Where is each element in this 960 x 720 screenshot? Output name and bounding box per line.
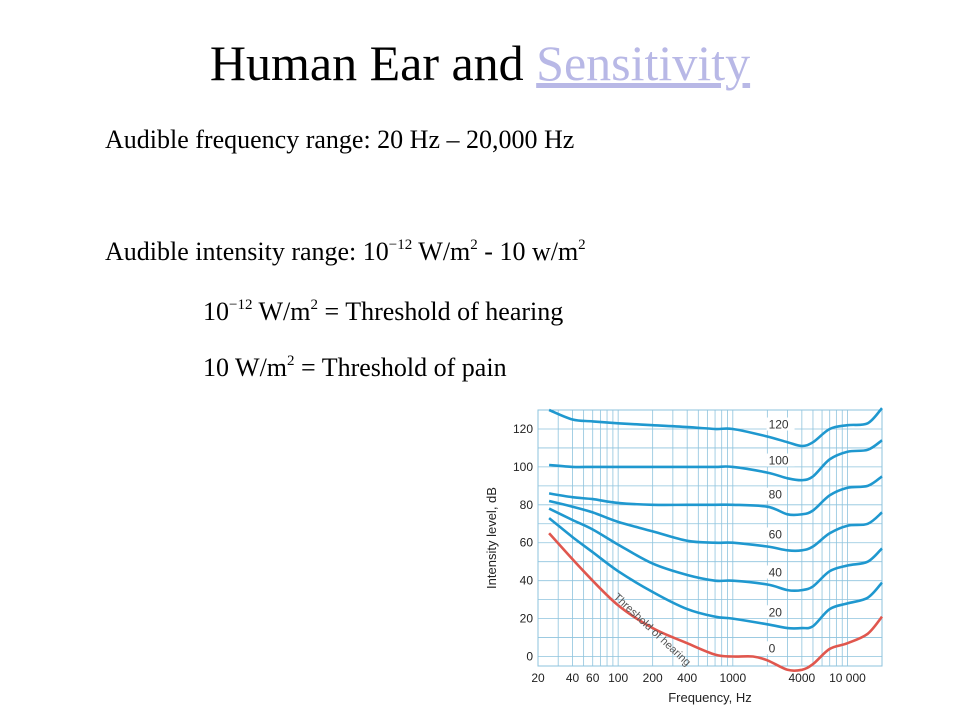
intensity-range-text: Audible intensity range: 10−12 W/m2 - 10… <box>105 237 586 266</box>
title-text: Human Ear and <box>209 35 537 91</box>
series-line-120 <box>548 407 883 448</box>
y-tick-label: 20 <box>520 612 534 626</box>
frequency-range-text: Audible frequency range: 20 Hz – 20,000 … <box>105 125 575 154</box>
series-label-20: 20 <box>769 605 783 619</box>
y-tick-label: 60 <box>520 536 534 550</box>
slide-title: Human Ear and Sensitivity <box>0 28 960 98</box>
chart-labels: 0 20 40 60 80 100 120 Threshold of hearing 0 20 40… <box>484 417 866 705</box>
pain-threshold-text: 10 W/m2 = Threshold of pain <box>203 353 507 382</box>
series-line-80 <box>548 475 883 517</box>
series-label-bg <box>766 527 787 541</box>
series-label-bg <box>766 487 787 501</box>
y-tick-label: 0 <box>526 650 533 664</box>
x-tick-label: 400 <box>677 671 697 685</box>
series-line-40 <box>548 507 883 593</box>
x-tick-label: 10 000 <box>829 671 866 685</box>
series-label-60: 60 <box>769 528 783 542</box>
x-tick-label: 60 <box>586 671 600 685</box>
series-line-20 <box>548 517 883 630</box>
series-label-bg <box>766 453 795 467</box>
series-label-40: 40 <box>769 565 783 579</box>
series-line-60 <box>548 499 883 553</box>
x-axis-label: Frequency, Hz <box>668 690 752 705</box>
series-label-bg <box>766 641 779 655</box>
plot-frame <box>537 409 883 667</box>
equal-loudness-chart: 0 20 40 60 80 100 120 Threshold of hearing 0 20 40… <box>484 407 884 705</box>
x-tick-label: 200 <box>643 671 663 685</box>
series-label-80: 80 <box>769 488 783 502</box>
series-label-bg <box>766 605 787 619</box>
chart-series <box>548 407 884 673</box>
x-tick-label: 40 <box>566 671 580 685</box>
series-label-120: 120 <box>769 418 789 432</box>
sensitivity-link[interactable]: Sensitivity <box>536 35 751 91</box>
y-tick-label: 80 <box>520 498 534 512</box>
y-tick-label: 120 <box>513 422 533 436</box>
x-tick-label: 1000 <box>719 671 746 685</box>
y-axis-label: Intensity level, dB <box>484 487 499 589</box>
series-label-bg <box>766 417 795 431</box>
x-tick-label: 20 <box>531 671 545 685</box>
series-label-100: 100 <box>769 454 789 468</box>
chart-grid <box>537 409 883 667</box>
x-tick-label: 100 <box>608 671 628 685</box>
x-tick-label: 4000 <box>788 671 815 685</box>
series-label-0: 0 <box>769 641 776 655</box>
series-line-100 <box>549 439 883 482</box>
y-tick-label: 100 <box>513 460 533 474</box>
series-line-0 <box>548 532 884 673</box>
threshold-annotation: Threshold of hearing <box>611 591 693 669</box>
y-tick-label: 40 <box>520 574 534 588</box>
hearing-threshold-text: 10−12 W/m2 = Threshold of hearing <box>203 297 564 326</box>
series-label-bg <box>766 565 787 579</box>
